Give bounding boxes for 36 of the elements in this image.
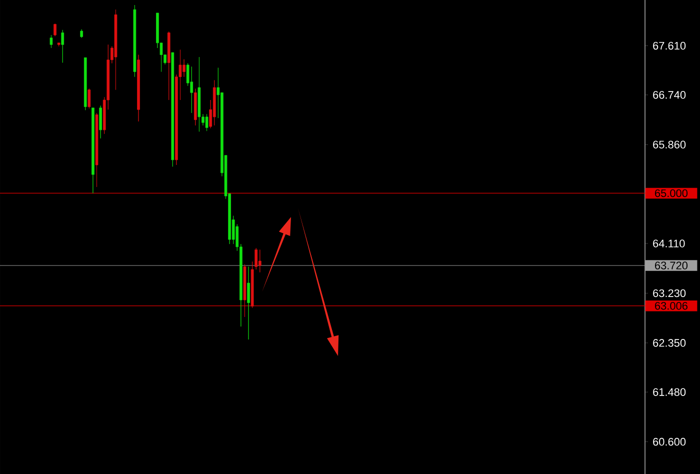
y-tick-label: 61.480 bbox=[653, 388, 686, 396]
candlestick bbox=[57, 42, 60, 47]
candlestick bbox=[254, 248, 258, 270]
y-tick-label: 62.350 bbox=[653, 339, 686, 347]
candlestick bbox=[137, 54, 140, 122]
candlestick bbox=[250, 261, 254, 308]
candlestick bbox=[54, 24, 56, 36]
candlestick bbox=[243, 264, 246, 318]
y-tick-label: 66.740 bbox=[653, 91, 686, 99]
candlestick bbox=[92, 108, 94, 194]
candlestick bbox=[114, 9, 118, 90]
candlestick bbox=[247, 266, 250, 340]
y-tick-label: 64.110 bbox=[653, 240, 685, 248]
candlestick bbox=[258, 249, 262, 272]
candlestick bbox=[61, 30, 64, 63]
candlestick bbox=[212, 80, 216, 126]
candlestick bbox=[80, 29, 83, 38]
candlestick bbox=[171, 52, 174, 167]
candlestick bbox=[50, 34, 53, 48]
candlestick bbox=[198, 56, 201, 132]
y-tick-label: 67.610 bbox=[653, 42, 686, 50]
candlestick bbox=[205, 114, 208, 132]
y-tick-label: 63.230 bbox=[653, 289, 686, 298]
ref-line-label: 63.720 bbox=[655, 262, 688, 270]
candlestick bbox=[95, 112, 98, 188]
ref-line-label: 63.006 bbox=[655, 302, 688, 310]
candlestick bbox=[84, 57, 87, 110]
y-tick-label: 60.600 bbox=[653, 438, 686, 446]
candlestick bbox=[99, 105, 102, 139]
ref-line-label: 65.000 bbox=[655, 189, 688, 198]
candlestick bbox=[167, 31, 170, 100]
candlestick bbox=[190, 66, 194, 114]
candlestick bbox=[133, 4, 136, 78]
candlestick bbox=[88, 88, 91, 109]
candlestick bbox=[194, 88, 197, 126]
y-tick-label: 65.860 bbox=[653, 140, 686, 148]
